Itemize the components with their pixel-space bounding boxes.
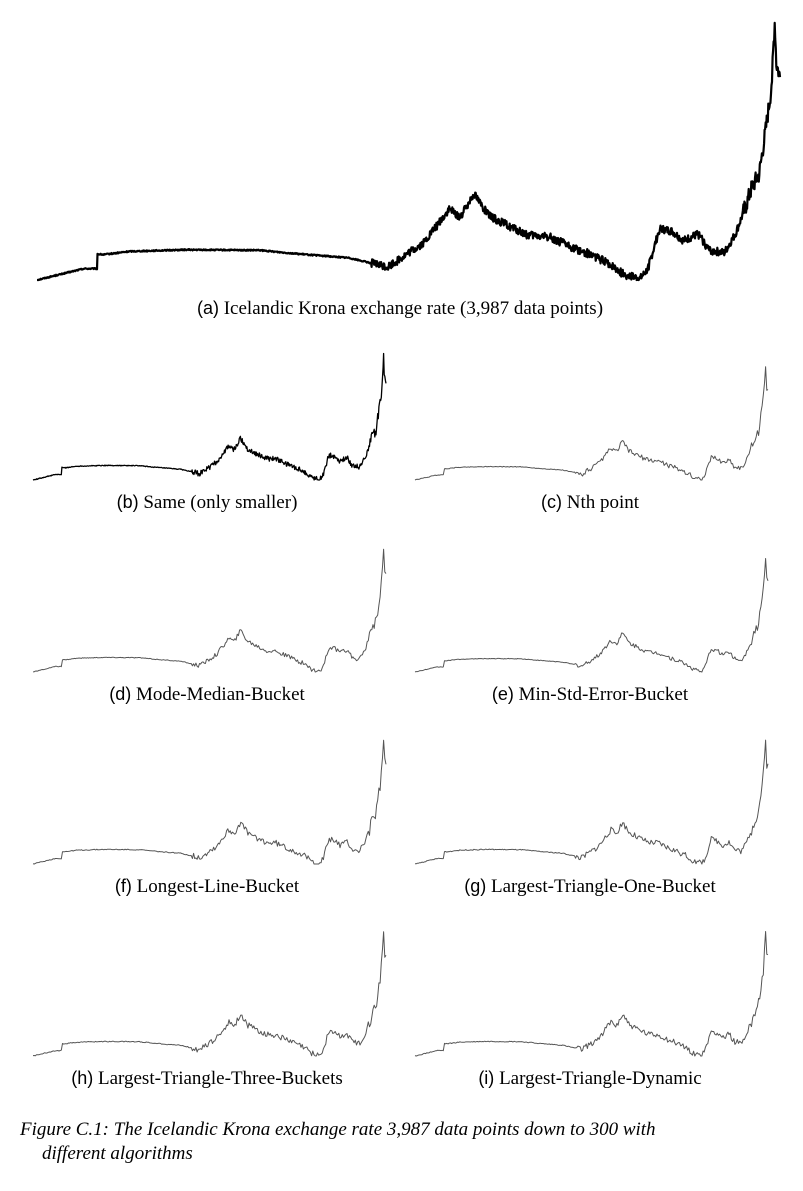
figure-caption-line-2: different algorithms (42, 1143, 193, 1164)
chart-label-d: (d) (109, 684, 132, 704)
chart-plot-i (414, 931, 769, 1057)
chart-label-b: (b) (116, 492, 139, 512)
series-line-d (32, 548, 387, 673)
chart-panel-i (414, 926, 769, 1057)
chart-plot-c (414, 366, 769, 481)
chart-label-i: (i) (478, 1068, 495, 1088)
series-line-h (32, 931, 387, 1057)
chart-panel-g (414, 734, 769, 865)
chart-panel-c (414, 360, 769, 481)
chart-caption-d: (d) Mode-Median-Bucket (17, 684, 397, 706)
figure-caption-line-1: Figure C.1: The Icelandic Krona exchange… (20, 1119, 656, 1140)
chart-caption-c: (c) Nth point (400, 492, 780, 514)
series-line-i (414, 931, 769, 1057)
chart-label-c: (c) (540, 492, 562, 512)
chart-panel-a (36, 10, 782, 282)
chart-label-h: (h) (71, 1068, 94, 1088)
series-line-e (414, 558, 769, 673)
chart-plot-a (36, 21, 782, 282)
chart-title-g: Largest-Triangle-One-Bucket (486, 876, 716, 897)
series-line-g (414, 739, 769, 865)
chart-plot-f (32, 739, 387, 865)
series-line-c (414, 366, 769, 481)
chart-title-f: Longest-Line-Bucket (131, 876, 300, 897)
chart-caption-a: (a) Icelandic Krona exchange rate (3,987… (20, 298, 780, 320)
chart-plot-d (32, 548, 387, 673)
chart-plot-b (32, 352, 387, 481)
chart-caption-e: (e) Min-Std-Error-Bucket (400, 684, 780, 706)
chart-title-b: Same (only smaller) (138, 492, 298, 513)
series-line-a (36, 21, 782, 282)
chart-title-d: Mode-Median-Bucket (131, 684, 305, 705)
series-line-f (32, 739, 387, 865)
chart-panel-h (32, 926, 387, 1057)
chart-title-i: Largest-Triangle-Dynamic (494, 1068, 702, 1089)
chart-label-g: (g) (464, 876, 487, 896)
chart-caption-i: (i) Largest-Triangle-Dynamic (400, 1068, 780, 1090)
chart-panel-b (32, 350, 387, 481)
chart-plot-h (32, 931, 387, 1057)
chart-label-a: (a) (196, 298, 219, 318)
chart-title-e: Min-Std-Error-Bucket (513, 684, 689, 705)
chart-panel-f (32, 734, 387, 865)
chart-panel-d (32, 542, 387, 673)
chart-caption-b: (b) Same (only smaller) (17, 492, 397, 514)
chart-caption-f: (f) Longest-Line-Bucket (17, 876, 397, 898)
chart-label-f: (f) (114, 876, 132, 896)
series-line-b (32, 352, 387, 481)
chart-plot-e (414, 558, 769, 673)
chart-panel-e (414, 552, 769, 673)
chart-title-h: Largest-Triangle-Three-Buckets (93, 1068, 343, 1089)
chart-caption-h: (h) Largest-Triangle-Three-Buckets (17, 1068, 397, 1090)
chart-caption-g: (g) Largest-Triangle-One-Bucket (400, 876, 780, 898)
chart-title-c: Nth point (561, 492, 640, 513)
figure-caption: Figure C.1: The Icelandic Krona exchange… (20, 1118, 790, 1166)
chart-title-a: Icelandic Krona exchange rate (3,987 dat… (218, 298, 604, 319)
chart-plot-g (414, 739, 769, 865)
chart-label-e: (e) (491, 684, 514, 704)
